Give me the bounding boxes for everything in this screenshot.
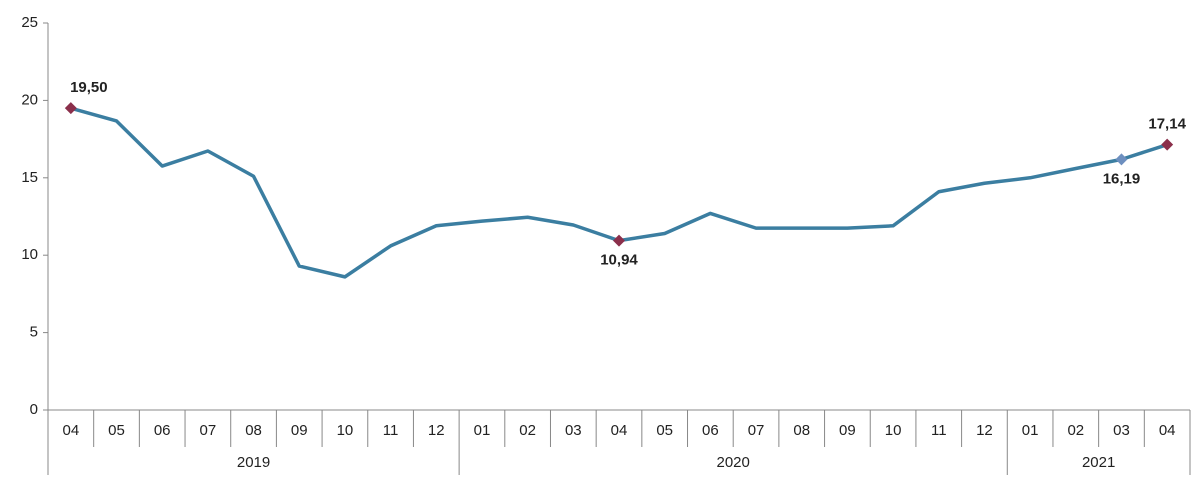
value-label: 10,94 [600,252,638,269]
x-tick-label: 03 [565,422,582,439]
x-tick-label: 12 [976,422,993,439]
value-label: 17,14 [1148,116,1186,133]
x-tick-label: 06 [154,422,171,439]
x-tick-label: 10 [885,422,902,439]
marker [1115,153,1128,166]
y-tick-label: 15 [21,169,38,186]
x-tick-label: 07 [200,422,217,439]
x-tick-label: 04 [62,422,79,439]
x-group-label: 2020 [717,454,750,471]
marker [64,102,77,115]
x-tick-label: 03 [1113,422,1130,439]
marker [1161,138,1174,151]
x-tick-label: 09 [839,422,856,439]
y-tick-label: 25 [21,14,38,31]
x-tick-label: 06 [702,422,719,439]
x-group-label: 2021 [1082,454,1115,471]
x-tick-label: 01 [1022,422,1039,439]
x-tick-label: 02 [1067,422,1084,439]
x-tick-label: 02 [519,422,536,439]
x-tick-label: 05 [656,422,673,439]
marker [613,234,625,247]
x-tick-label: 08 [793,422,810,439]
y-tick-label: 20 [21,91,38,108]
value-label: 19,50 [70,79,108,96]
y-tick-label: 0 [30,401,38,418]
x-tick-label: 10 [337,422,354,439]
x-tick-label: 05 [108,422,125,439]
x-tick-label: 11 [931,422,947,439]
value-label: 16,19 [1103,170,1141,187]
y-tick-label: 5 [30,324,38,341]
x-tick-label: 04 [1159,422,1176,439]
x-tick-label: 01 [474,422,491,439]
x-tick-label: 04 [611,422,628,439]
x-tick-label: 11 [383,422,399,439]
x-tick-label: 07 [748,422,765,439]
x-tick-label: 08 [245,422,262,439]
x-tick-label: 09 [291,422,308,439]
x-tick-label: 12 [428,422,445,439]
y-tick-label: 10 [21,246,38,263]
x-group-label: 2019 [237,454,270,471]
